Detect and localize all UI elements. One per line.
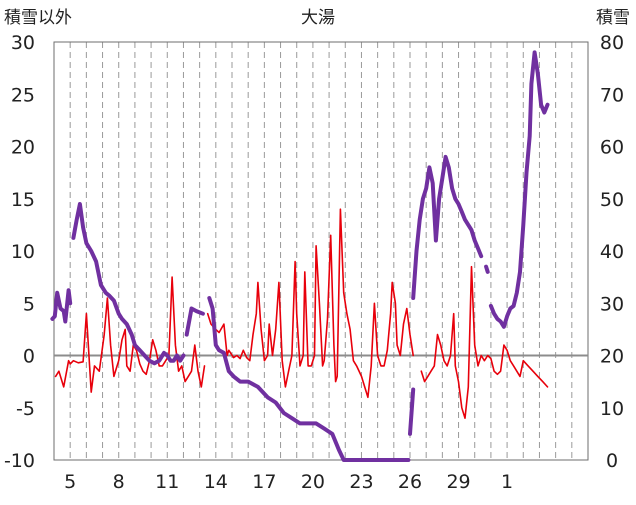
series-2-line [207,296,411,462]
series-2-line [484,264,490,274]
x-tick-label: 1 [501,471,513,493]
x-tick-label: 23 [349,471,373,493]
right-tick-label: 80 [600,32,624,54]
series-lines [50,50,550,462]
right-tick-label: 40 [600,241,624,263]
series-2-line [488,50,550,329]
left-tick-label: 20 [11,137,35,159]
x-tick-label: 14 [204,471,228,493]
right-tick-label: 70 [600,84,624,106]
right-tick-label: 50 [600,189,624,211]
series-2-line [71,202,186,366]
series-2-line [411,154,484,300]
left-tick-label: -5 [16,398,35,420]
left-tick-label: 10 [11,241,35,263]
x-tick-label: 26 [398,471,422,493]
left-tick-label: 15 [11,189,35,211]
right-tick-label: 20 [600,346,624,368]
series-1-line [420,265,549,420]
right-tick-label: 0 [606,450,618,472]
series-1-line [206,208,415,399]
series-2-line [50,288,73,324]
x-tick-label: 5 [64,471,76,493]
left-tick-label: 25 [11,84,35,106]
series-2-line [184,306,205,337]
x-axis-ticks: 5 8 11 14 17 20 23 26 29 1 [64,471,513,493]
x-tick-label: 17 [252,471,276,493]
right-axis-label: 積雪 [596,8,630,28]
right-axis-ticks: 0 10 20 30 40 50 60 70 80 [600,32,624,472]
chart-title: 大湯 [301,8,335,28]
left-tick-label: -10 [4,450,35,472]
left-tick-label: 5 [23,293,35,315]
right-tick-label: 60 [600,137,624,159]
right-tick-label: 30 [600,293,624,315]
right-tick-label: 10 [600,398,624,420]
left-tick-label: 30 [11,32,35,54]
plot-frame [53,41,589,461]
series-2-line [408,387,416,436]
left-axis-label: 積雪以外 [4,8,72,28]
x-tick-label: 29 [446,471,470,493]
left-axis-ticks: -10 -5 0 5 10 15 20 25 30 [4,32,35,472]
x-tick-label: 11 [155,471,179,493]
x-tick-label: 8 [113,471,125,493]
x-tick-label: 20 [301,471,325,493]
series-1-line [54,276,206,393]
left-tick-label: 0 [23,346,35,368]
